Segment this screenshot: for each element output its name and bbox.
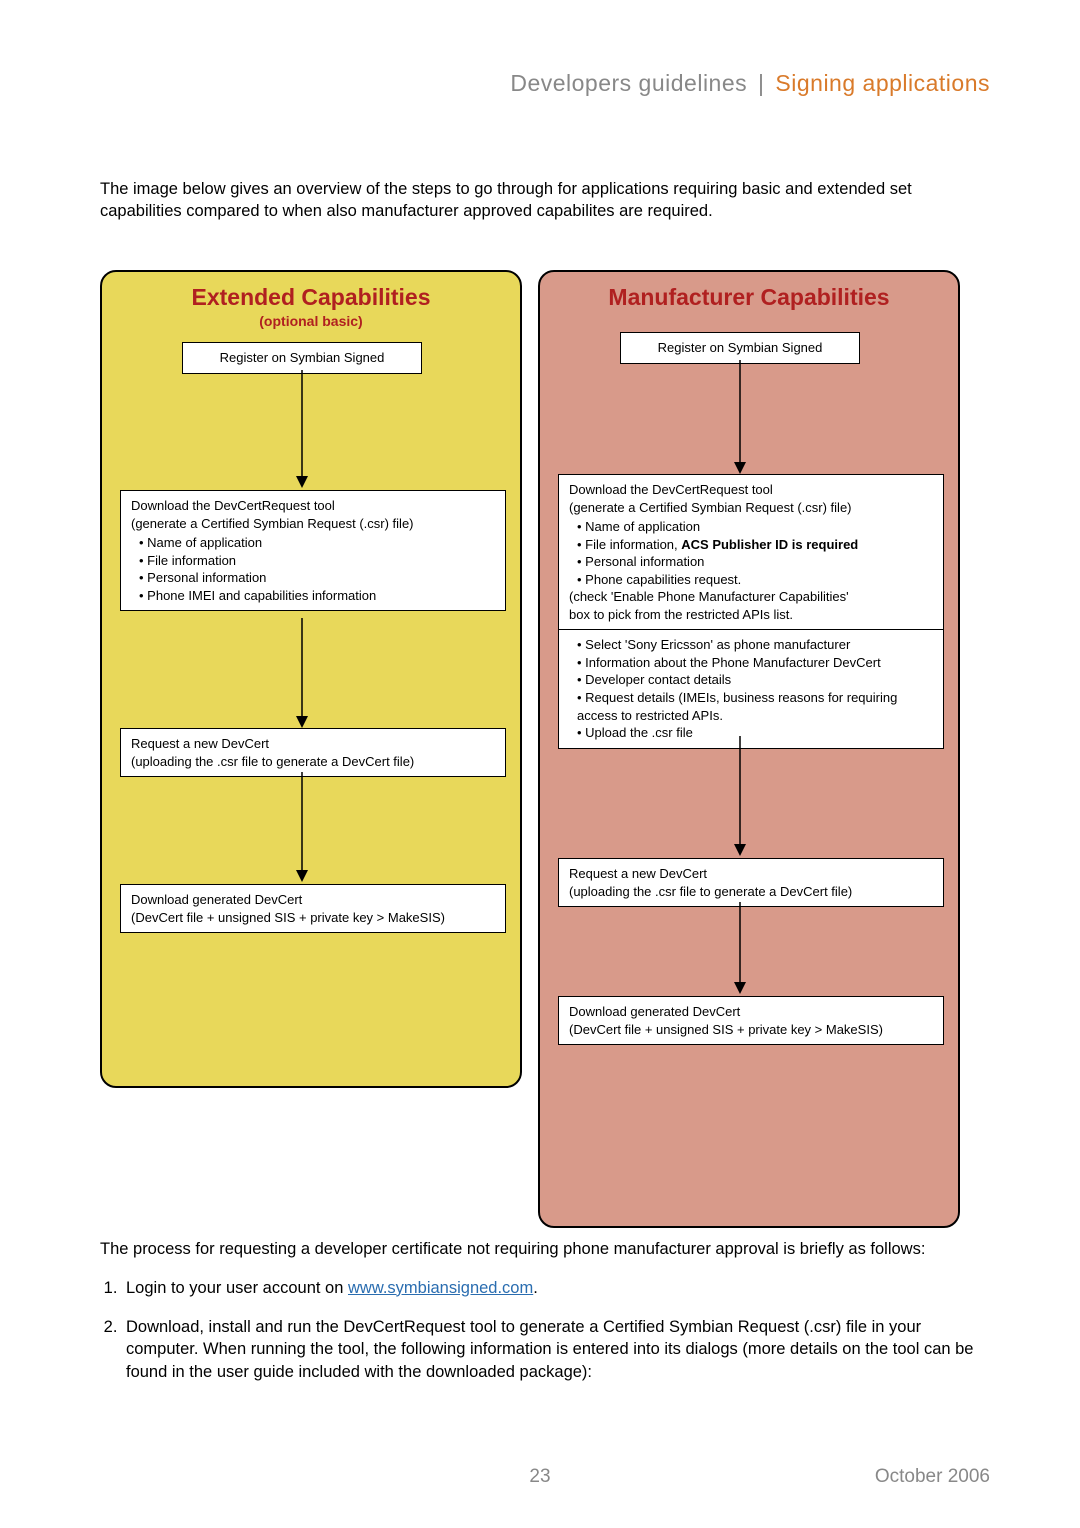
box-line: (generate a Certified Symbian Request (.…	[131, 515, 495, 533]
list-item: File information	[139, 552, 495, 570]
intro-paragraph: The image below gives an overview of the…	[100, 178, 980, 223]
header-left: Developers guidelines	[510, 70, 747, 96]
footer-date: October 2006	[875, 1466, 990, 1488]
list-item: Developer contact details	[577, 671, 933, 689]
arrow-icon	[292, 370, 312, 490]
list-item: Phone capabilities request.	[577, 571, 933, 589]
box-line: (uploading the .csr file to generate a D…	[569, 883, 933, 901]
box-line: box to pick from the restricted APIs lis…	[569, 606, 933, 624]
outro-list: Login to your user account on www.symbia…	[100, 1277, 980, 1384]
text: .	[533, 1279, 538, 1297]
text: Login to your user account on	[126, 1279, 348, 1297]
right-register-text: Register on Symbian Signed	[658, 340, 823, 355]
list-item: Request details (IMEIs, business reasons…	[577, 689, 933, 724]
list-item: Personal information	[139, 569, 495, 587]
list-item: File information, ACS Publisher ID is re…	[577, 536, 933, 554]
box-list: Select 'Sony Ericsson' as phone manufact…	[569, 636, 933, 741]
outro-section: The process for requesting a developer c…	[100, 1238, 980, 1400]
right-download-box: Download the DevCertRequest tool (genera…	[558, 474, 944, 749]
header-right: Signing applications	[775, 70, 990, 96]
divider	[559, 629, 943, 630]
list-item: Download, install and run the DevCertReq…	[122, 1316, 980, 1384]
list-item: Phone IMEI and capabilities information	[139, 587, 495, 605]
header-sep: |	[758, 70, 764, 96]
box-line: Download generated DevCert	[569, 1003, 933, 1021]
list-item: Name of application	[577, 518, 933, 536]
arrow-icon	[730, 902, 750, 996]
list-item: Information about the Phone Manufacturer…	[577, 654, 933, 672]
box-line: (uploading the .csr file to generate a D…	[131, 753, 495, 771]
left-col-subtitle: (optional basic)	[102, 313, 520, 329]
left-download-box: Download the DevCertRequest tool (genera…	[120, 490, 506, 611]
right-register-box: Register on Symbian Signed	[620, 332, 860, 364]
flow-diagram: Extended Capabilities (optional basic) R…	[100, 270, 980, 1320]
extended-capabilities-column: Extended Capabilities (optional basic) R…	[100, 270, 522, 1088]
box-list: Name of applicationFile information, ACS…	[569, 518, 933, 588]
list-item: Select 'Sony Ericsson' as phone manufact…	[577, 636, 933, 654]
arrow-icon	[730, 360, 750, 476]
document-page: Developers guidelines | Signing applicat…	[0, 0, 1080, 1528]
right-downloadgen-box: Download generated DevCert (DevCert file…	[558, 996, 944, 1045]
box-line: (DevCert file + unsigned SIS + private k…	[131, 909, 495, 927]
left-register-text: Register on Symbian Signed	[220, 350, 385, 365]
outro-lead: The process for requesting a developer c…	[100, 1238, 980, 1261]
list-item: Personal information	[577, 553, 933, 571]
left-register-box: Register on Symbian Signed	[182, 342, 422, 374]
box-list: Name of application File information Per…	[131, 534, 495, 604]
arrow-icon	[292, 772, 312, 884]
list-item: Login to your user account on www.symbia…	[122, 1277, 980, 1300]
box-line: Request a new DevCert	[569, 865, 933, 883]
right-col-title: Manufacturer Capabilities	[540, 272, 958, 311]
page-header: Developers guidelines | Signing applicat…	[510, 70, 990, 97]
arrow-icon	[292, 618, 312, 730]
box-line: Download the DevCertRequest tool	[569, 481, 933, 499]
right-request-box: Request a new DevCert (uploading the .cs…	[558, 858, 944, 907]
box-line: (DevCert file + unsigned SIS + private k…	[569, 1021, 933, 1039]
left-col-title: Extended Capabilities	[102, 272, 520, 311]
manufacturer-capabilities-column: Manufacturer Capabilities Register on Sy…	[538, 270, 960, 1228]
box-line: Request a new DevCert	[131, 735, 495, 753]
box-line: Download the DevCertRequest tool	[131, 497, 495, 515]
symbiansigned-link[interactable]: www.symbiansigned.com	[348, 1279, 533, 1297]
arrow-icon	[730, 736, 750, 858]
left-downloadgen-box: Download generated DevCert (DevCert file…	[120, 884, 506, 933]
box-line: (generate a Certified Symbian Request (.…	[569, 499, 933, 517]
left-request-box: Request a new DevCert (uploading the .cs…	[120, 728, 506, 777]
box-line: (check 'Enable Phone Manufacturer Capabi…	[569, 588, 933, 606]
list-item: Name of application	[139, 534, 495, 552]
box-line: Download generated DevCert	[131, 891, 495, 909]
list-item: Upload the .csr file	[577, 724, 933, 742]
